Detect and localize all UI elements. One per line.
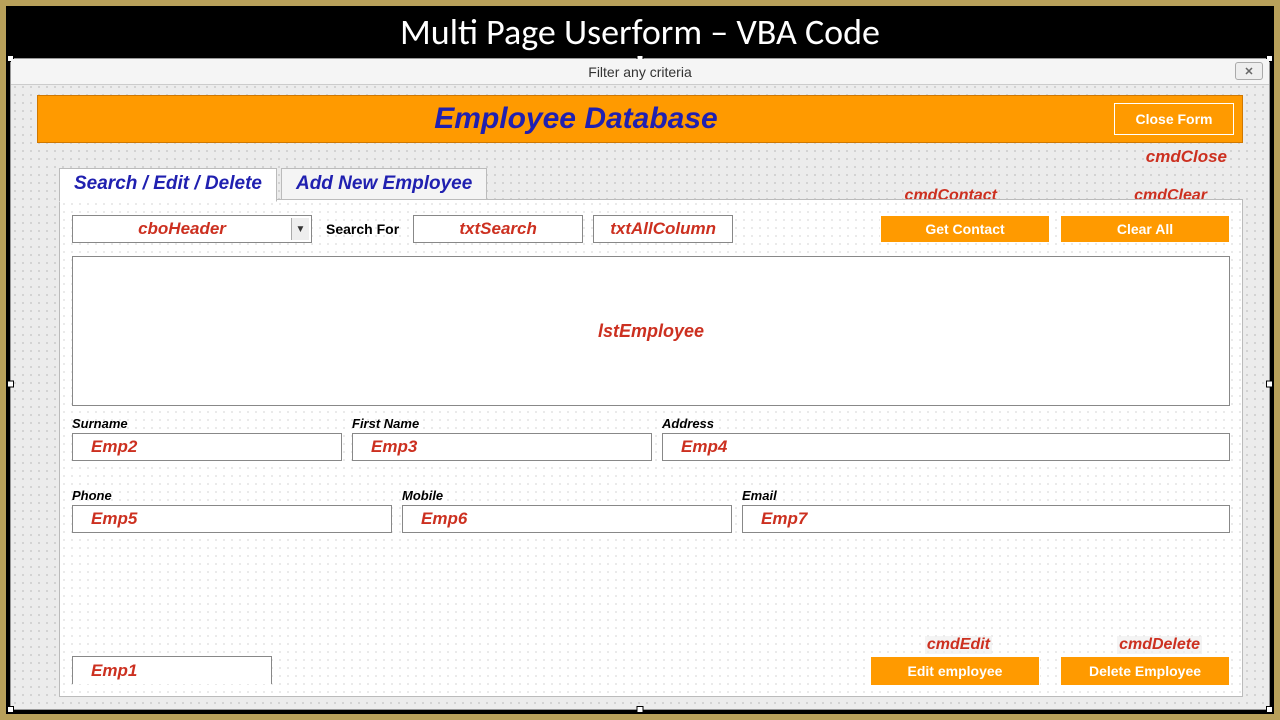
userform-design-surface: Filter any criteria ✕ Employee Database …: [10, 58, 1270, 710]
surname-input[interactable]: Emp2: [72, 433, 342, 461]
txt-search-input[interactable]: txtSearch: [413, 215, 583, 243]
txt-all-column-input[interactable]: txtAllColumn: [593, 215, 733, 243]
email-input[interactable]: Emp7: [742, 505, 1230, 533]
delete-employee-button[interactable]: Delete Employee: [1060, 656, 1230, 686]
address-input[interactable]: Emp4: [662, 433, 1230, 461]
form-caption: Filter any criteria: [588, 64, 691, 80]
resize-handle[interactable]: [637, 706, 644, 713]
firstname-input[interactable]: Emp3: [352, 433, 652, 461]
resize-handle[interactable]: [1266, 706, 1273, 713]
bottom-row: Emp1 Edit employee Delete Employee: [72, 656, 1230, 686]
cbo-header-text: cboHeader: [138, 219, 226, 239]
resize-handle[interactable]: [1266, 381, 1273, 388]
address-label: Address: [662, 416, 1230, 433]
cbo-header[interactable]: cboHeader ▼: [72, 215, 312, 243]
mobile-input[interactable]: Emp6: [402, 505, 732, 533]
close-form-button[interactable]: Close Form: [1114, 103, 1234, 135]
clear-all-button[interactable]: Clear All: [1060, 215, 1230, 243]
search-for-label: Search For: [322, 221, 403, 237]
resize-handle[interactable]: [7, 381, 14, 388]
emp1-container: Emp1: [72, 656, 272, 684]
dropdown-arrow-icon: ▼: [291, 218, 309, 240]
search-row: cboHeader ▼ Search For txtSearch txtAllC…: [72, 214, 1230, 244]
resize-handle[interactable]: [7, 706, 14, 713]
lst-employee-listbox[interactable]: lstEmployee: [72, 256, 1230, 406]
annotation-cmdedit: cmdEdit: [925, 636, 992, 654]
phone-input[interactable]: Emp5: [72, 505, 392, 533]
close-icon: ✕: [1244, 65, 1253, 78]
header-title: Employee Database: [38, 102, 1114, 136]
phone-label: Phone: [72, 488, 392, 505]
slide-frame: Multi Page Userform – VBA Code Filter an…: [6, 6, 1274, 714]
email-label: Email: [742, 488, 1230, 505]
emp1-input[interactable]: Emp1: [72, 656, 272, 684]
header-band: Employee Database Close Form: [37, 95, 1243, 143]
window-close-button[interactable]: ✕: [1235, 62, 1263, 80]
surname-label: Surname: [72, 416, 342, 433]
annotation-cmdclose: cmdClose: [1144, 147, 1229, 167]
mobile-label: Mobile: [402, 488, 732, 505]
tab-page-search: cboHeader ▼ Search For txtSearch txtAllC…: [59, 199, 1243, 697]
listbox-placeholder: lstEmployee: [598, 321, 704, 342]
get-contact-button[interactable]: Get Contact: [880, 215, 1050, 243]
tab-search-edit-delete[interactable]: Search / Edit / Delete: [59, 168, 277, 202]
edit-employee-button[interactable]: Edit employee: [870, 656, 1040, 686]
tab-add-new-employee[interactable]: Add New Employee: [281, 168, 487, 202]
page-title: Multi Page Userform – VBA Code: [6, 6, 1274, 58]
form-caption-bar: Filter any criteria ✕: [11, 59, 1269, 85]
multipage-tabs: Search / Edit / Delete Add New Employee: [59, 167, 487, 201]
firstname-label: First Name: [352, 416, 652, 433]
annotation-cmddelete: cmdDelete: [1117, 636, 1202, 654]
